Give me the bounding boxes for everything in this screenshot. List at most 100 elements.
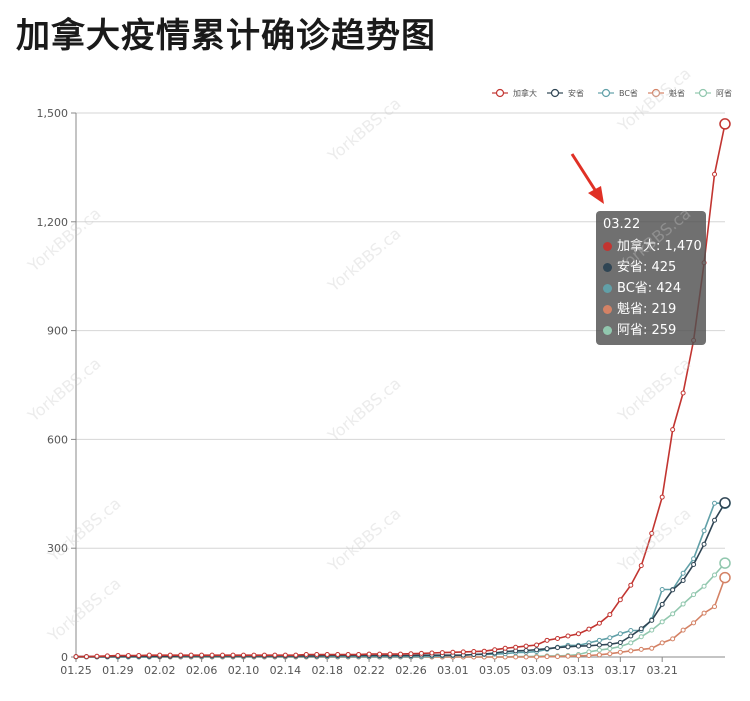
data-point[interactable] — [638, 563, 644, 569]
data-point[interactable] — [596, 652, 602, 658]
data-point[interactable] — [387, 651, 393, 657]
data-point[interactable] — [670, 611, 676, 617]
data-point[interactable] — [523, 647, 529, 653]
data-point[interactable] — [575, 631, 581, 637]
data-point[interactable] — [282, 652, 288, 658]
data-point[interactable] — [94, 653, 100, 659]
data-point[interactable] — [712, 171, 718, 177]
data-point[interactable] — [345, 651, 351, 657]
data-point[interactable] — [303, 651, 309, 657]
data-point[interactable] — [575, 643, 581, 649]
data-point[interactable] — [680, 390, 686, 396]
data-point[interactable] — [366, 651, 372, 657]
data-point[interactable] — [607, 612, 613, 618]
data-point[interactable] — [575, 653, 581, 659]
data-point[interactable] — [719, 497, 731, 509]
data-point[interactable] — [356, 651, 362, 657]
data-point[interactable] — [712, 517, 718, 523]
data-point[interactable] — [471, 649, 477, 655]
data-point[interactable] — [565, 653, 571, 659]
data-point[interactable] — [701, 583, 707, 589]
data-point[interactable] — [649, 617, 655, 623]
data-point[interactable] — [628, 582, 634, 588]
data-point[interactable] — [314, 651, 320, 657]
data-point[interactable] — [104, 653, 110, 659]
data-point[interactable] — [544, 637, 550, 643]
data-point[interactable] — [209, 652, 215, 658]
data-point[interactable] — [701, 541, 707, 547]
data-point[interactable] — [719, 557, 731, 569]
data-point[interactable] — [418, 650, 424, 656]
data-point[interactable] — [586, 626, 592, 632]
data-point[interactable] — [617, 597, 623, 603]
legend-item[interactable]: 魁省 — [648, 88, 685, 98]
data-point[interactable] — [157, 652, 163, 658]
data-point[interactable] — [523, 643, 529, 649]
legend-item[interactable]: 阿省 — [695, 88, 732, 98]
data-point[interactable] — [146, 652, 152, 658]
data-point[interactable] — [638, 634, 644, 640]
data-point[interactable] — [481, 648, 487, 654]
data-point[interactable] — [719, 571, 731, 584]
data-point[interactable] — [628, 633, 634, 639]
data-point[interactable] — [649, 627, 655, 633]
data-point[interactable] — [513, 644, 519, 650]
data-point[interactable] — [502, 645, 508, 651]
data-point[interactable] — [555, 645, 561, 651]
data-point[interactable] — [73, 654, 79, 660]
data-point[interactable] — [691, 592, 697, 598]
data-point[interactable] — [607, 651, 613, 657]
legend-item[interactable]: 加拿大 — [492, 88, 537, 98]
data-point[interactable] — [659, 494, 665, 500]
data-point[interactable] — [596, 642, 602, 648]
data-point[interactable] — [628, 628, 634, 634]
data-point[interactable] — [429, 650, 435, 656]
data-point[interactable] — [596, 637, 602, 643]
data-point[interactable] — [398, 651, 403, 657]
data-point[interactable] — [719, 118, 731, 130]
data-point[interactable] — [555, 636, 561, 642]
data-point[interactable] — [586, 653, 592, 659]
data-point[interactable] — [408, 651, 414, 657]
data-point[interactable] — [638, 646, 644, 652]
data-point[interactable] — [324, 651, 330, 657]
data-point[interactable] — [680, 570, 686, 576]
data-point[interactable] — [544, 654, 550, 660]
data-point[interactable] — [617, 649, 623, 655]
data-point[interactable] — [712, 604, 718, 610]
data-point[interactable] — [534, 654, 540, 660]
data-point[interactable] — [617, 643, 623, 649]
data-point[interactable] — [377, 651, 383, 657]
data-point[interactable] — [712, 572, 718, 578]
data-point[interactable] — [586, 643, 592, 649]
data-point[interactable] — [125, 653, 131, 659]
data-point[interactable] — [691, 620, 697, 626]
data-point[interactable] — [335, 651, 341, 657]
data-point[interactable] — [607, 635, 613, 641]
data-point[interactable] — [670, 636, 676, 642]
data-point[interactable] — [628, 640, 634, 646]
data-point[interactable] — [659, 640, 665, 646]
legend-item[interactable]: 安省 — [547, 88, 584, 98]
data-point[interactable] — [115, 653, 121, 659]
data-point[interactable] — [188, 652, 194, 658]
data-point[interactable] — [83, 654, 89, 660]
data-point[interactable] — [240, 652, 246, 658]
data-point[interactable] — [659, 587, 665, 593]
data-point[interactable] — [638, 626, 644, 632]
data-point[interactable] — [691, 562, 697, 568]
data-point[interactable] — [680, 627, 686, 633]
data-point[interactable] — [565, 633, 571, 639]
data-point[interactable] — [199, 652, 205, 658]
data-point[interactable] — [659, 619, 665, 625]
data-point[interactable] — [712, 500, 718, 506]
data-point[interactable] — [261, 652, 267, 658]
data-point[interactable] — [136, 653, 142, 659]
legend[interactable]: 加拿大 安省 BC省 魁省 阿省 — [492, 88, 732, 98]
data-point[interactable] — [691, 556, 697, 562]
data-point[interactable] — [251, 652, 257, 658]
data-point[interactable] — [167, 652, 173, 658]
data-point[interactable] — [555, 654, 561, 660]
data-point[interactable] — [680, 577, 686, 583]
data-point[interactable] — [628, 648, 634, 654]
